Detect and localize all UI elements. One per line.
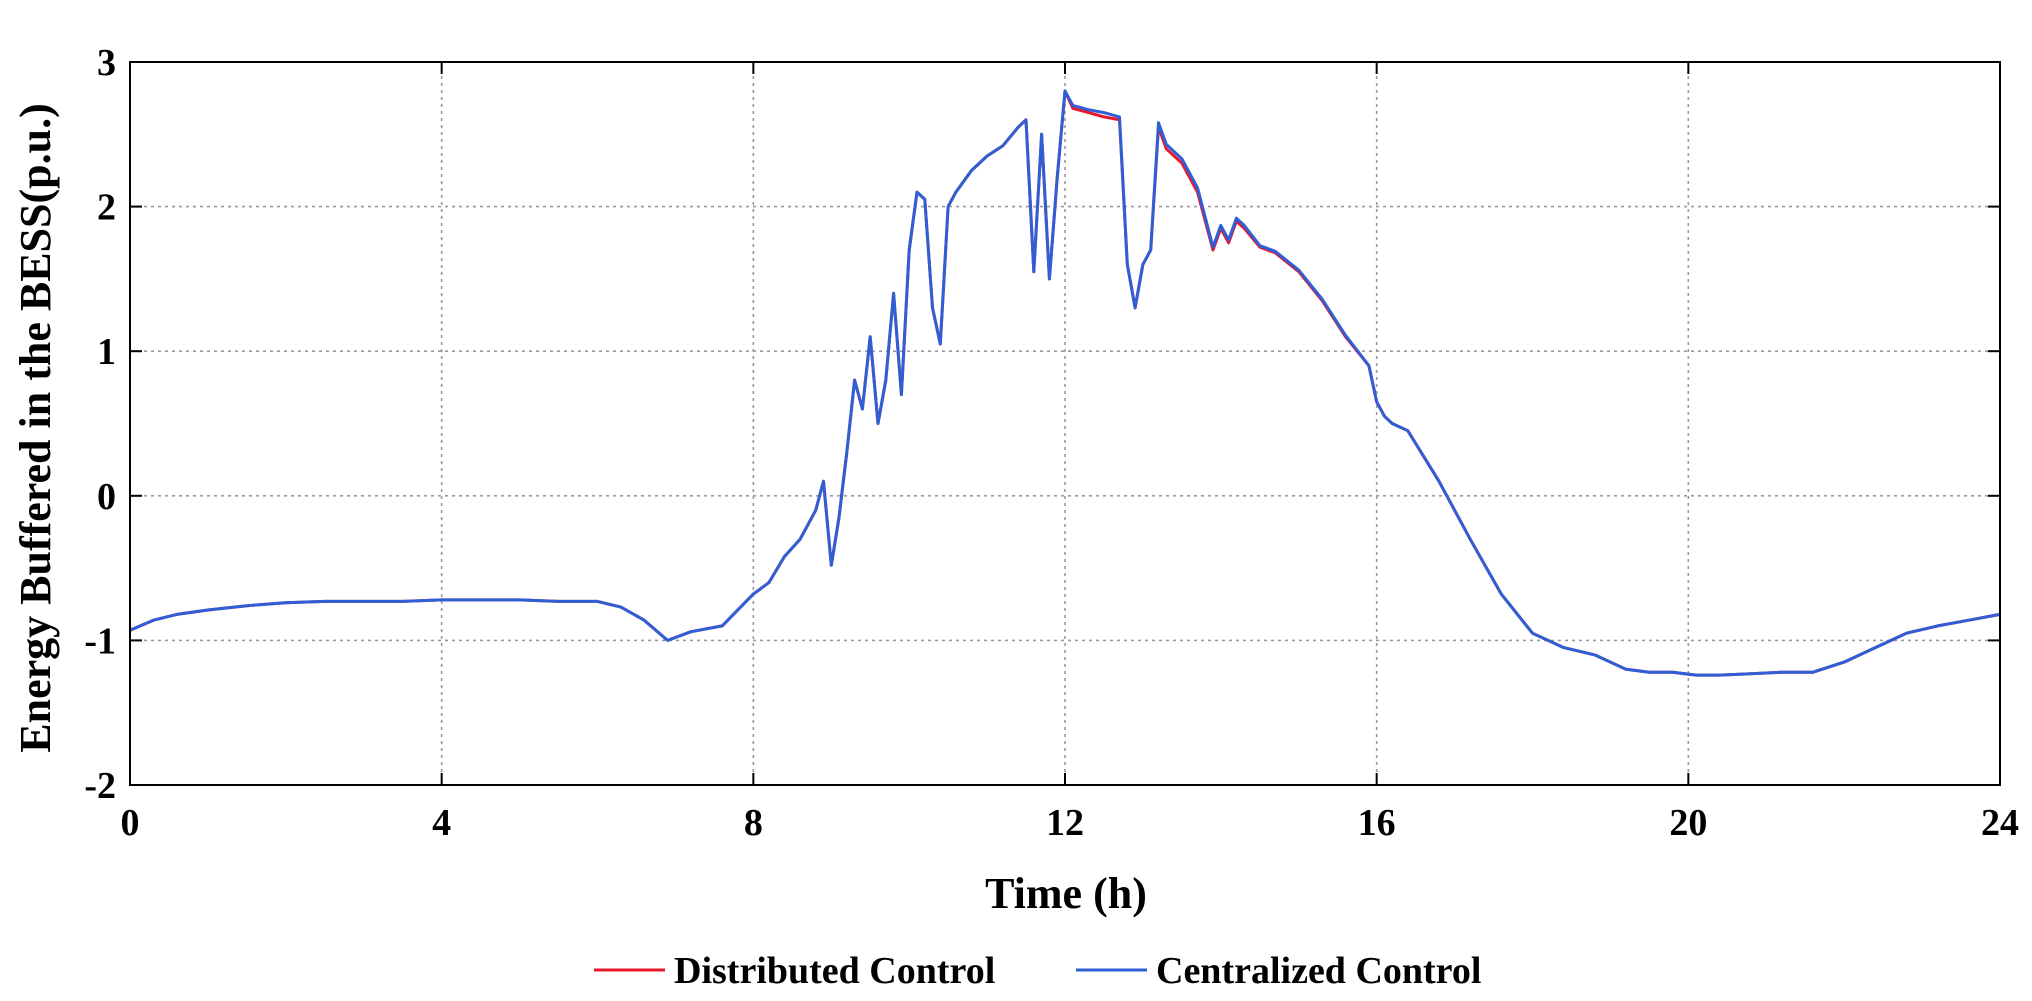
y-tick-label: 0 (97, 476, 116, 518)
legend-label-distributed-control: Distributed Control (674, 950, 995, 992)
grid-lines (130, 62, 2000, 785)
x-tick-labels: 0 4 8 12 16 20 24 (121, 802, 2020, 844)
y-tick-label: 1 (97, 331, 116, 373)
legend-label-centralized-control: Centralized Control (1156, 950, 1481, 992)
x-tick-label: 20 (1669, 802, 1707, 844)
series-line-centralized-control (129, 89, 2001, 677)
y-axis-label: Energy Buffered in the BESS(p.u.) (11, 103, 60, 753)
series-lines (129, 89, 2001, 677)
axis-ticks (129, 61, 2001, 786)
x-axis-label: Time (h) (985, 869, 1147, 918)
x-tick-label: 12 (1046, 802, 1084, 844)
x-tick-label: 8 (744, 802, 763, 844)
y-tick-label: -1 (84, 620, 116, 662)
y-tick-label: -2 (84, 765, 116, 807)
x-tick-label: 4 (432, 802, 451, 844)
y-tick-label: 2 (97, 187, 116, 229)
x-tick-label: 0 (121, 802, 140, 844)
y-tick-label: 3 (97, 42, 116, 84)
x-tick-label: 24 (1981, 802, 2019, 844)
legend: Distributed Control Centralized Control (594, 950, 1481, 992)
y-tick-labels: -2 -1 0 1 2 3 (84, 42, 116, 807)
x-tick-label: 16 (1358, 802, 1396, 844)
